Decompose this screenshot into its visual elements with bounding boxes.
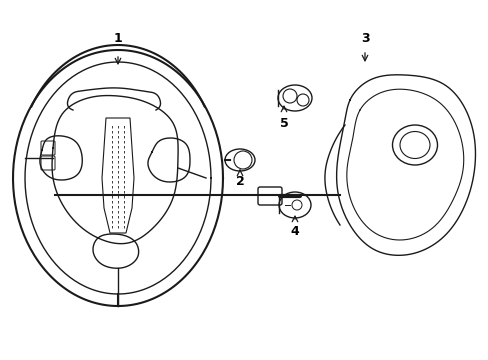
Text: 5: 5 [279, 117, 288, 130]
Text: 1: 1 [113, 31, 122, 45]
Text: 3: 3 [360, 31, 368, 45]
Text: 2: 2 [235, 175, 244, 189]
Text: 4: 4 [290, 225, 299, 238]
